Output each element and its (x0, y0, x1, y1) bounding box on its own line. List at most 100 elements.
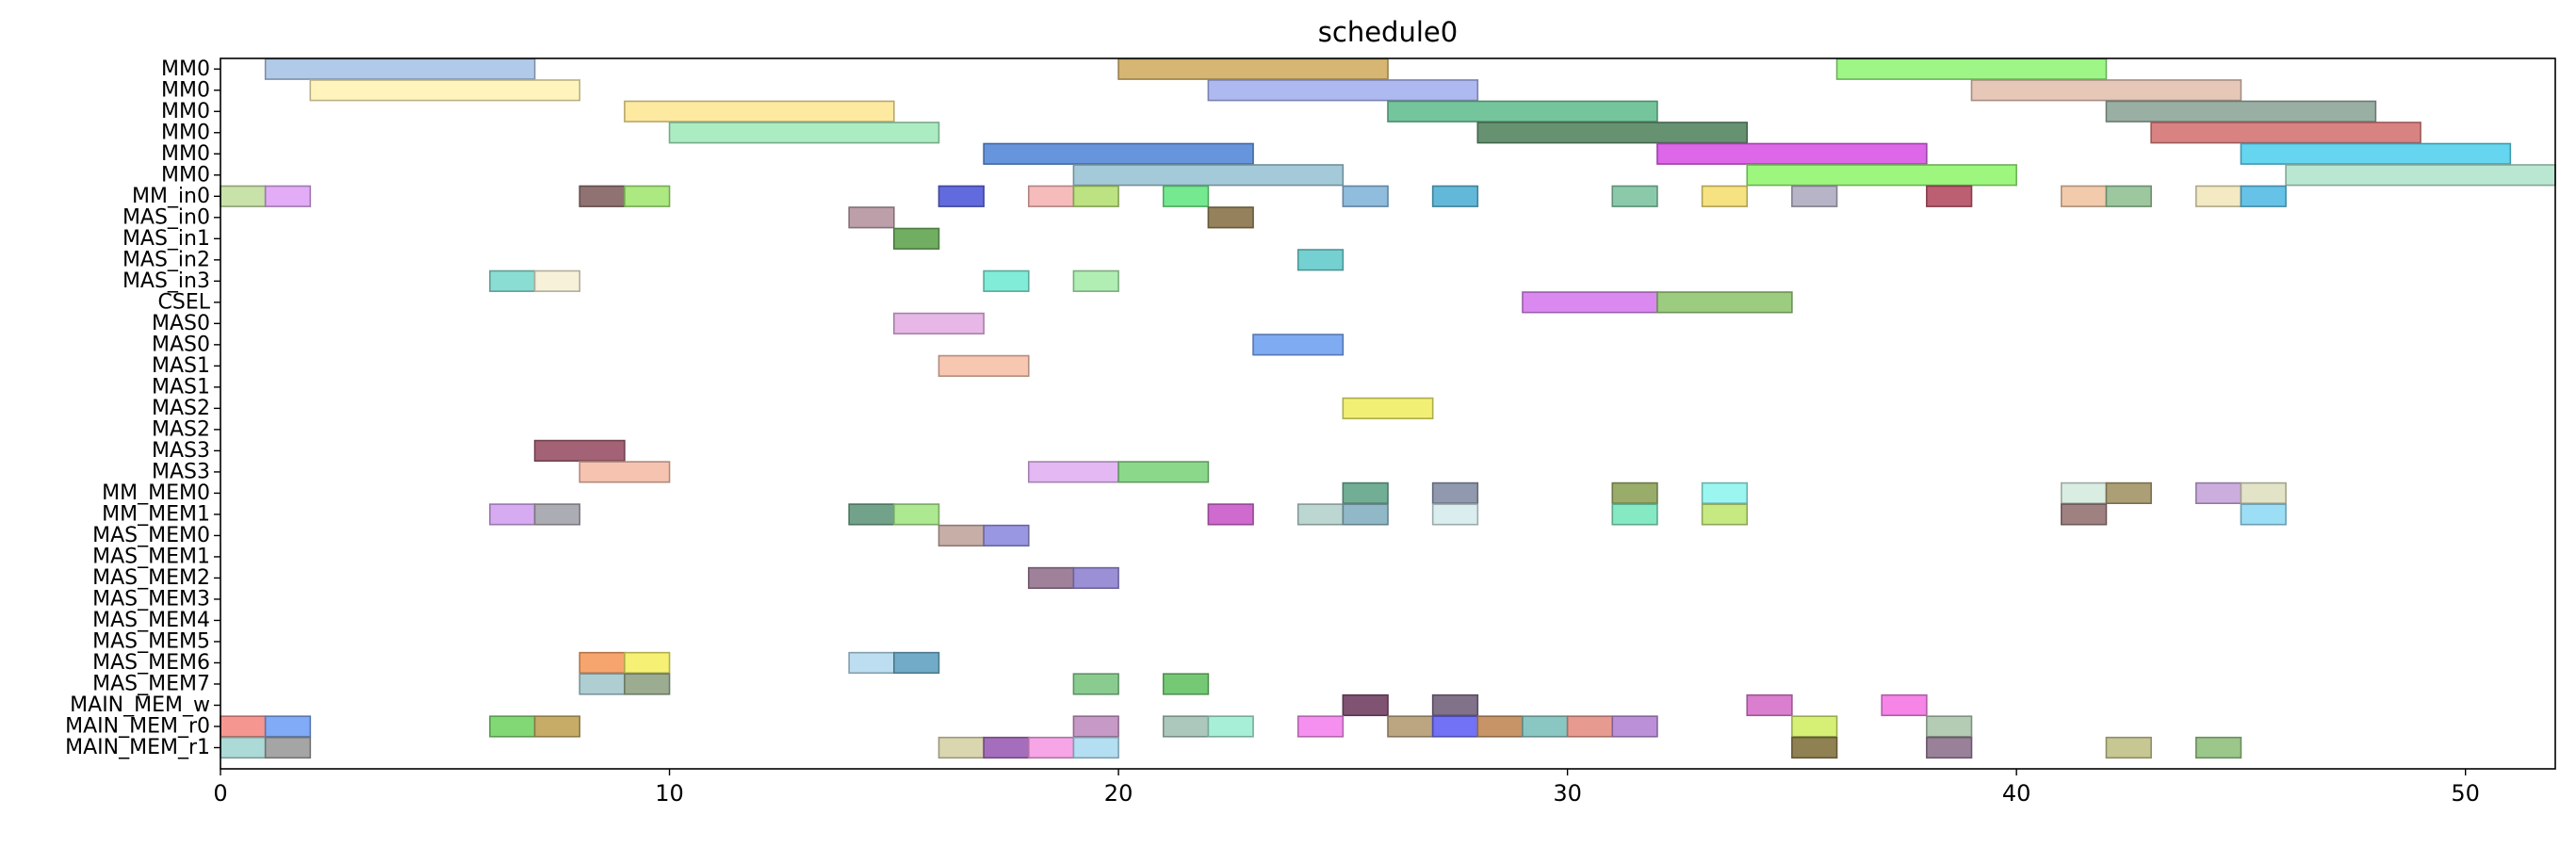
task-bar (2240, 142, 2512, 165)
task-bar (1431, 481, 1479, 505)
task-bar (1701, 185, 1749, 207)
y-tick-label: MAS1 (152, 354, 210, 378)
task-bar (1611, 185, 1658, 207)
y-tick-label: MAS_MEM7 (92, 672, 210, 695)
task-bar (1791, 736, 1838, 759)
y-tick-label: MAS_MEM1 (92, 545, 210, 568)
task-bar (893, 651, 940, 675)
task-bar (579, 673, 626, 695)
task-bar (579, 461, 671, 483)
task-bar (1746, 693, 1793, 717)
y-tick-label: MAS_MEM5 (92, 629, 210, 653)
task-bar (1296, 249, 1345, 271)
y-tick-label: MM_in0 (132, 185, 210, 208)
task-bars (220, 57, 2556, 759)
y-tick-label: MAS_MEM0 (92, 524, 210, 547)
task-bar (579, 185, 626, 207)
task-bar (264, 736, 312, 759)
task-bar (220, 736, 267, 759)
y-tick-label: MAS2 (152, 397, 210, 420)
task-bar (1656, 142, 1928, 165)
task-bar (1342, 185, 1389, 207)
task-bar (1207, 79, 1479, 102)
task-bar (2194, 736, 2242, 759)
task-bar (937, 354, 1030, 377)
task-bar (2105, 100, 2377, 122)
task-bar (1611, 503, 1658, 526)
y-tick-label: CSEL (158, 290, 211, 314)
task-bar (668, 122, 940, 144)
y-tick-label: MM0 (161, 100, 210, 123)
task-bar (2240, 185, 2287, 207)
task-bar (489, 269, 536, 292)
y-tick-label: MM0 (161, 57, 210, 81)
task-bar (1072, 185, 1119, 207)
chart-title: schedule0 (1318, 16, 1458, 48)
x-axis: 0 10 20 30 40 50 (213, 769, 2480, 807)
task-bar (1476, 715, 1524, 738)
task-bar (1162, 673, 1210, 695)
task-bar (1611, 481, 1658, 505)
task-bar (1970, 79, 2242, 102)
task-bar (220, 715, 267, 738)
y-tick-label: MM0 (161, 121, 210, 144)
y-tick-label: MAS_MEM4 (92, 609, 210, 632)
task-bar (1566, 715, 1614, 738)
y-tick-label: MAS_MEM2 (92, 566, 210, 590)
task-bar (1027, 736, 1075, 759)
task-bar (264, 715, 312, 738)
task-bar (1027, 566, 1075, 590)
task-bar (533, 715, 581, 738)
task-bar (489, 503, 536, 526)
task-bar (1476, 122, 1749, 144)
task-bar (1835, 57, 2108, 80)
task-bar (220, 185, 267, 207)
task-bar (533, 503, 581, 526)
task-bar (1791, 185, 1838, 207)
task-bar (848, 206, 895, 229)
task-bar (1072, 164, 1345, 187)
y-tick-label: MAIN_MEM_r1 (65, 736, 210, 759)
x-tick-label: 10 (655, 780, 684, 807)
task-bar (983, 142, 1254, 165)
x-tick-label: 0 (213, 780, 227, 807)
x-tick-label: 50 (2451, 780, 2480, 807)
task-bar (1701, 481, 1749, 505)
task-bar (1656, 291, 1793, 314)
y-tick-label: MAS3 (152, 460, 210, 483)
y-tick-label: MM_MEM0 (102, 481, 210, 505)
task-bar (1746, 164, 2017, 187)
task-bar (1207, 503, 1254, 526)
task-bar (1387, 715, 1434, 738)
y-tick-label: MAS_in2 (122, 248, 210, 271)
task-bar (2061, 185, 2108, 207)
task-bar (1342, 503, 1389, 526)
task-bar (1701, 503, 1749, 526)
y-tick-label: MAS_in1 (122, 227, 210, 251)
x-tick-label: 40 (2002, 780, 2031, 807)
y-tick-label: MAS0 (152, 312, 210, 335)
y-tick-label: MAS3 (152, 439, 210, 463)
task-bar (1072, 736, 1119, 759)
task-bar (983, 524, 1030, 547)
task-bar (1342, 693, 1389, 717)
task-bar (893, 312, 985, 334)
task-bar (1431, 715, 1479, 738)
task-bar (1296, 715, 1345, 738)
task-bar (2150, 122, 2421, 144)
task-bar (1791, 715, 1838, 738)
task-bar (1072, 269, 1119, 292)
x-tick-label: 20 (1104, 780, 1133, 807)
task-bar (1522, 715, 1569, 738)
task-bar (2240, 503, 2287, 526)
task-bar (624, 100, 895, 122)
task-bar (1342, 481, 1389, 505)
y-tick-label: MAIN_MEM_r0 (65, 714, 210, 738)
y-axis-labels: MM0MM0MM0MM0MM0MM0MM_in0MAS_in0MAS_in1MA… (65, 57, 220, 759)
task-bar (1162, 185, 1210, 207)
task-bar (624, 673, 671, 695)
task-bar (2061, 503, 2108, 526)
task-bar (1117, 57, 1389, 80)
plot-frame (220, 57, 2556, 770)
